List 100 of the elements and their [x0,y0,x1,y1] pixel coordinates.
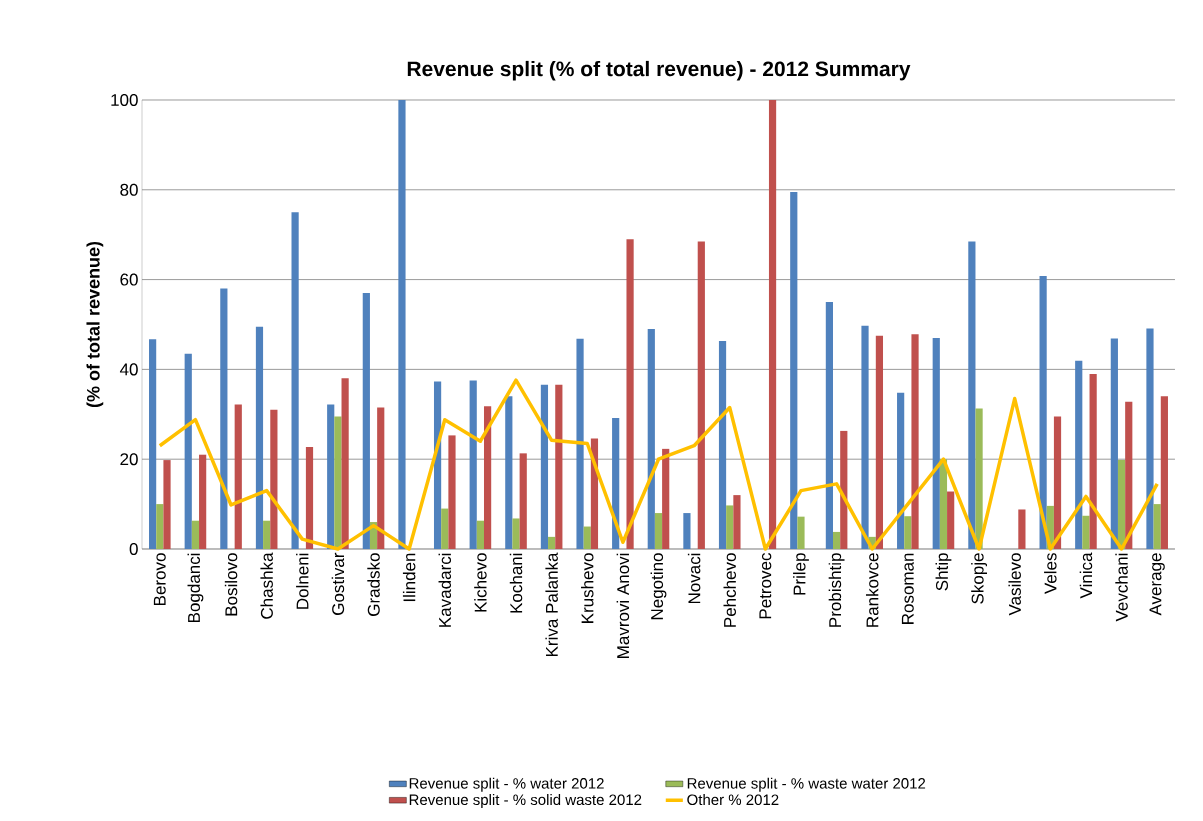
bar [647,328,655,549]
bar [911,334,919,549]
x-tick-label: Krushevo [581,553,594,623]
x-tick-label: Rankovce [865,553,879,627]
x-tick-label: Berovo [153,553,166,605]
bar [519,453,527,549]
y-tick-label: 80 [120,183,138,196]
bar [234,404,242,549]
bar [1110,338,1118,549]
bar [305,447,314,549]
x-tick-label: Vinica [1079,552,1093,599]
x-tick-label: Bosilovo [224,553,238,616]
bar [768,99,777,549]
y-tick-label: 0 [129,542,138,556]
bar [683,513,691,549]
y-tick-label: 40 [119,363,138,376]
bar [583,526,591,549]
x-tick-label: Chashka [260,552,273,619]
bar [484,406,492,549]
bar [576,338,584,549]
bar [1075,360,1083,549]
x-tick-label: Petrovec [759,552,772,619]
bar [1125,401,1133,549]
x-tick-label: Kichevo [474,553,487,612]
bar [199,454,207,549]
bar [505,396,513,549]
x-tick-label: Bogdanci [187,553,204,623]
bar [341,378,349,549]
bar [897,392,905,549]
x-tick-label: Negotino [650,553,667,620]
bar [448,435,456,549]
x-tick-label: Skopje [971,553,987,604]
bar [840,430,848,549]
bar [654,513,663,549]
bar [904,516,912,549]
x-tick-label: Gradsko [367,553,380,616]
x-tick-label: Dolneni [296,553,309,609]
bar [1153,504,1161,549]
x-tick-label: Vasilevo [1008,553,1021,616]
bar [697,241,705,549]
bar [733,495,741,549]
bar [469,380,477,549]
x-tick-label: Vevchani [1115,553,1128,622]
legend-label: Revenue split - % water 2012 [409,777,604,792]
y-tick-label: 20 [120,453,138,466]
x-tick-label: Veles [1044,553,1057,595]
bar [263,520,271,549]
x-tick-label: Pehchevo [723,553,736,627]
bar [220,288,228,549]
bar [156,504,164,549]
legend-label: Other % 2012 [687,794,779,806]
bar [1146,328,1154,549]
bar [512,518,520,549]
bar [334,416,342,549]
line-series [158,378,1159,551]
bar [327,404,335,549]
bar [362,293,370,549]
x-tick-label: Probishtip [828,553,845,627]
bar [718,341,727,549]
legend-label: Revenue split - % solid waste 2012 [409,794,642,809]
x-tick-label: Gostivar [331,552,345,615]
x-tick-label: Mavrovi Anovi [616,553,630,658]
bar [797,516,805,549]
bar [540,384,549,549]
y-axis-title: (% of total revenue) [86,241,104,408]
bar [1117,460,1126,549]
bar [548,536,556,549]
bar [968,241,976,549]
bar [662,448,670,549]
bar [255,326,264,549]
x-tick-label: Novaci [687,553,701,604]
bar [947,491,955,549]
y-tick-label: 60 [120,273,138,286]
bar [163,460,171,549]
bar [875,335,884,549]
legend-label: Revenue split - % waste water 2012 [687,777,926,792]
bar [861,325,869,549]
x-tick-label: Kriva Palanka [545,552,558,657]
bar [1039,276,1047,549]
x-tick-label: Kavadarci [438,553,452,627]
bar [932,337,940,549]
bar [790,192,798,549]
bar [1160,396,1168,549]
x-tick-label: Kochani [509,553,523,613]
bar [441,508,449,549]
bar [975,408,983,549]
x-tick-label: Prilep [793,553,809,595]
chart-title: Revenue split (% of total revenue) - 2012 Summary [407,60,911,81]
bar [825,302,833,549]
bar [1082,515,1090,549]
bar [833,531,841,549]
bar [291,212,299,549]
x-tick-label: Shtip [935,553,952,591]
bar [270,409,278,549]
bar [1053,416,1062,549]
bar [555,384,563,549]
bar [726,505,734,549]
bar [1089,373,1097,549]
bar [476,520,484,549]
bar [377,407,385,549]
